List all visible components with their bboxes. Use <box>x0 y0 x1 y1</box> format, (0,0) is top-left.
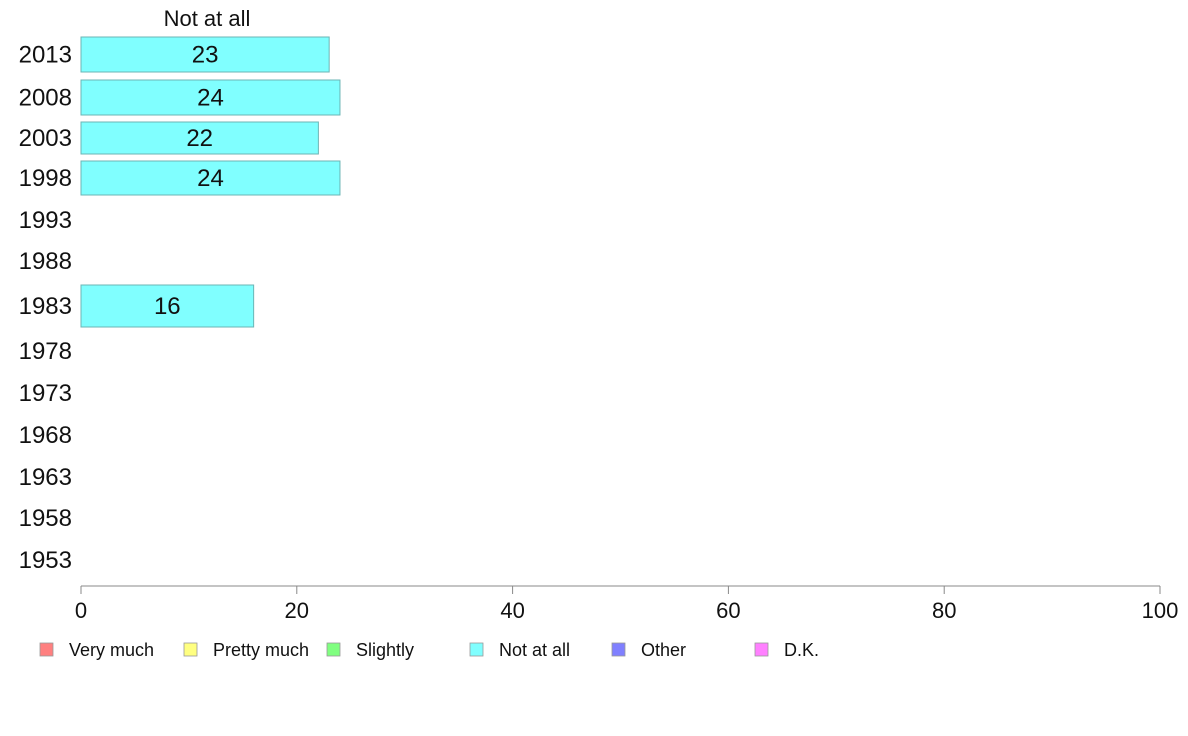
bar-segment <box>80 121 319 155</box>
y-tick-label: 1973 <box>19 380 72 407</box>
y-tick-label: 1988 <box>19 248 72 275</box>
bar-value-label: 24 <box>197 165 224 192</box>
legend-label: Very much <box>69 640 154 660</box>
y-tick-label: 1998 <box>19 165 72 192</box>
bar-segment <box>80 79 341 116</box>
x-tick-label: 40 <box>500 598 524 623</box>
legend-swatch <box>611 642 626 657</box>
x-tick-label: 0 <box>75 598 87 623</box>
legend-label: Slightly <box>356 640 414 660</box>
legend-label: Pretty much <box>213 640 309 660</box>
y-tick-label: 2008 <box>19 85 72 112</box>
y-tick-label: 1963 <box>19 464 72 491</box>
y-tick-label: 2003 <box>19 125 72 152</box>
legend-swatch <box>754 642 769 657</box>
x-tick-label: 100 <box>1142 598 1179 623</box>
bar-value-label: 22 <box>186 125 213 152</box>
legend-swatch <box>183 642 198 657</box>
x-tick-label: 80 <box>932 598 956 623</box>
y-tick-label: 1993 <box>19 207 72 234</box>
bar-value-label: 16 <box>154 293 181 320</box>
legend-swatch <box>469 642 484 657</box>
bar-value-label: 24 <box>197 85 224 112</box>
legend-label: Other <box>641 640 686 660</box>
y-tick-label: 1958 <box>19 505 72 532</box>
y-tick-label: 2013 <box>19 42 72 69</box>
legend-swatch <box>326 642 341 657</box>
legend-swatch <box>39 642 54 657</box>
bar-segment <box>80 284 255 328</box>
y-tick-label: 1983 <box>19 293 72 320</box>
y-tick-label: 1978 <box>19 338 72 365</box>
y-tick-label: 1968 <box>19 422 72 449</box>
y-tick-label: 1953 <box>19 547 72 574</box>
bar-segment <box>80 160 341 196</box>
bar-value-label: 23 <box>192 42 219 69</box>
x-tick-label: 60 <box>716 598 740 623</box>
x-tick-label: 20 <box>285 598 309 623</box>
bar-segment <box>80 36 330 73</box>
legend-label: Not at all <box>499 640 570 660</box>
legend-label: D.K. <box>784 640 819 660</box>
column-category-label: Not at all <box>164 6 251 31</box>
